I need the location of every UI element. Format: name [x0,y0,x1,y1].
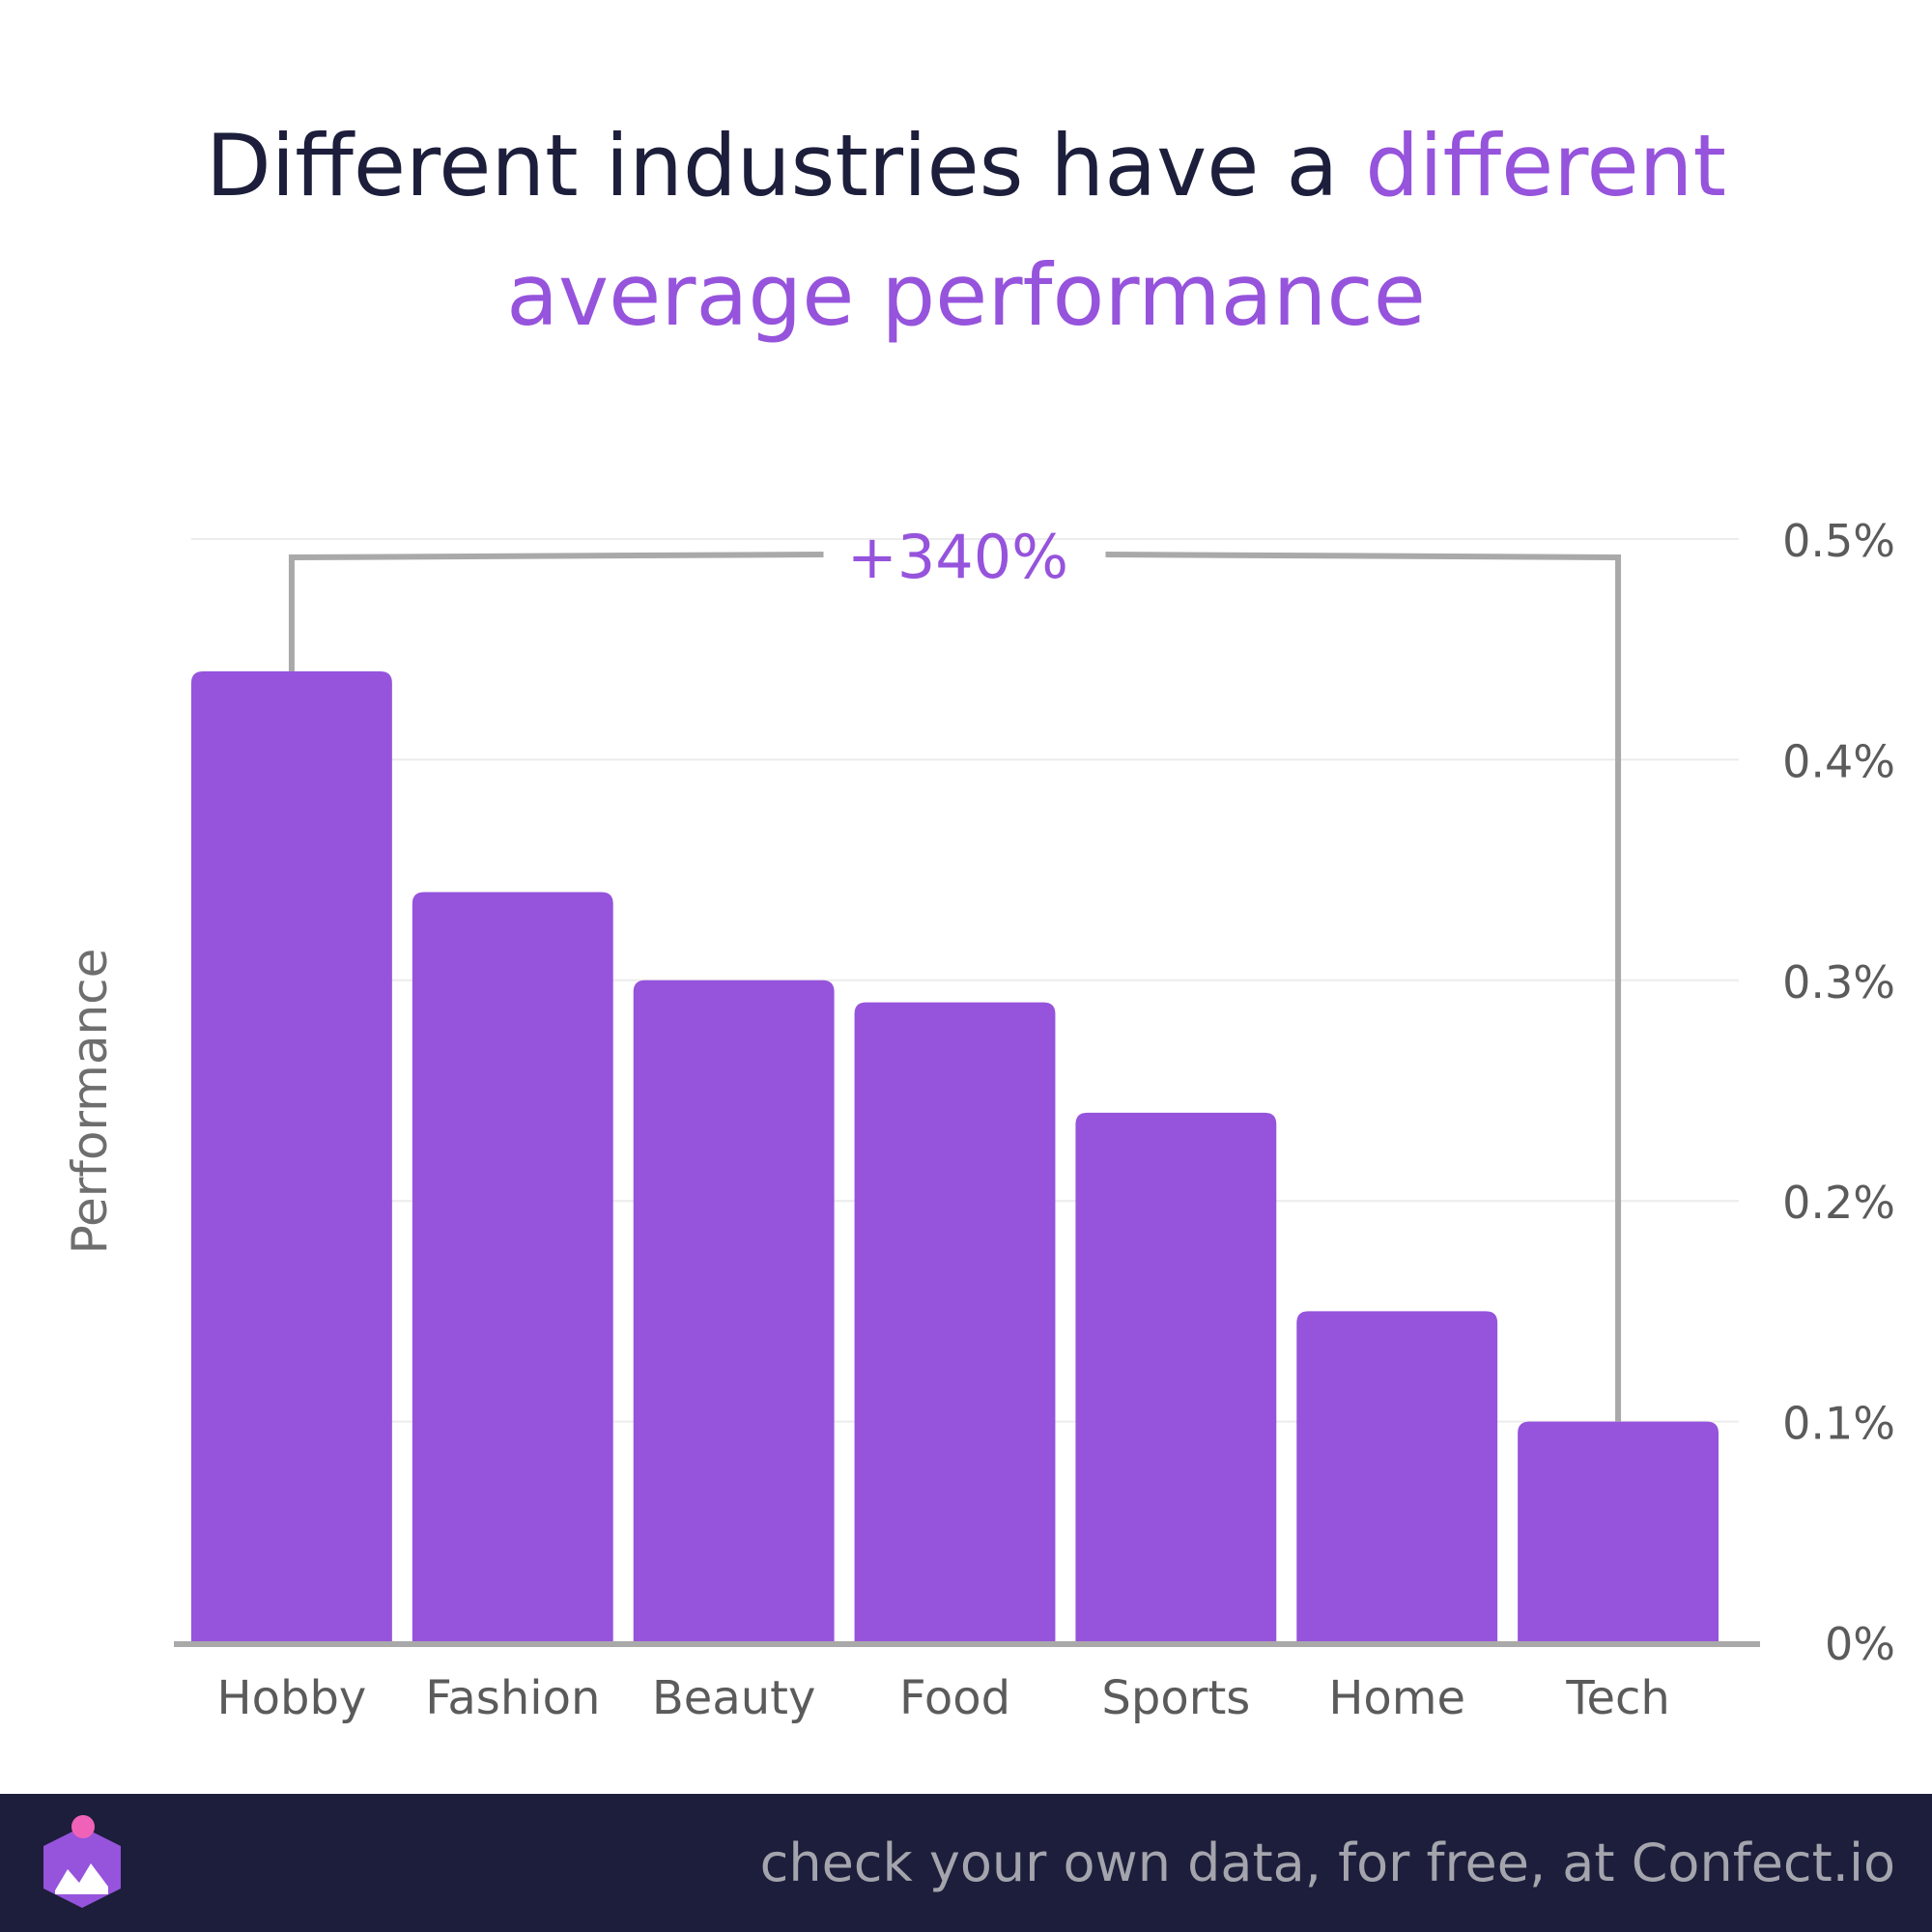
bar-food [854,1002,1056,1642]
y-axis-label: Performance [62,949,118,1255]
bracket-left [288,552,824,672]
y-tick-label: 0% [1825,1618,1895,1670]
title-accent-2: average performance [506,245,1426,345]
bars [191,671,1719,1642]
y-tick-label: 0.3% [1782,956,1895,1009]
y-tick-label: 0.4% [1782,735,1895,787]
y-tick-label: 0.2% [1782,1177,1895,1229]
bar-tech [1518,1421,1719,1642]
x-tick-label: Beauty [652,1671,816,1725]
footer-cta-text: check your own data, for free, at Confec… [759,1833,1895,1893]
x-axis-ticks: Hobby Fashion Beauty Food Sports Home Tech [217,1671,1670,1725]
x-tick-label: Food [899,1671,1010,1725]
x-tick-label: Fashion [425,1671,600,1725]
annotation-label: +340% [847,522,1068,592]
x-tick-label: Tech [1565,1671,1670,1725]
chart-title: Different industries have a different av… [0,101,1932,360]
difference-annotation: +340% [288,522,1622,1422]
y-tick-label: 0.1% [1782,1398,1895,1450]
x-tick-label: Sports [1101,1671,1250,1725]
y-axis-ticks: 0% 0.1% 0.2% 0.3% 0.4% 0.5% [1782,515,1895,1670]
bar-sports [1075,1112,1277,1642]
y-tick-label: 0.5% [1782,515,1895,567]
bar-fashion [412,892,613,1642]
bar-hobby [191,671,392,1642]
confect-logo-icon [43,1815,121,1908]
bar-beauty [633,980,835,1642]
bar-home [1296,1311,1498,1642]
x-tick-label: Hobby [217,1671,367,1725]
bracket-right [1105,552,1622,1422]
footer-banner: check your own data, for free, at Confec… [0,1794,1932,1932]
bar-chart: 0% 0.1% 0.2% 0.3% 0.4% 0.5% Hobby Fashion Beaut… [62,515,1895,1725]
x-tick-label: Home [1328,1671,1465,1725]
title-accent-1: different [1365,116,1726,215]
title-part-1: Different industries have a [206,116,1366,215]
